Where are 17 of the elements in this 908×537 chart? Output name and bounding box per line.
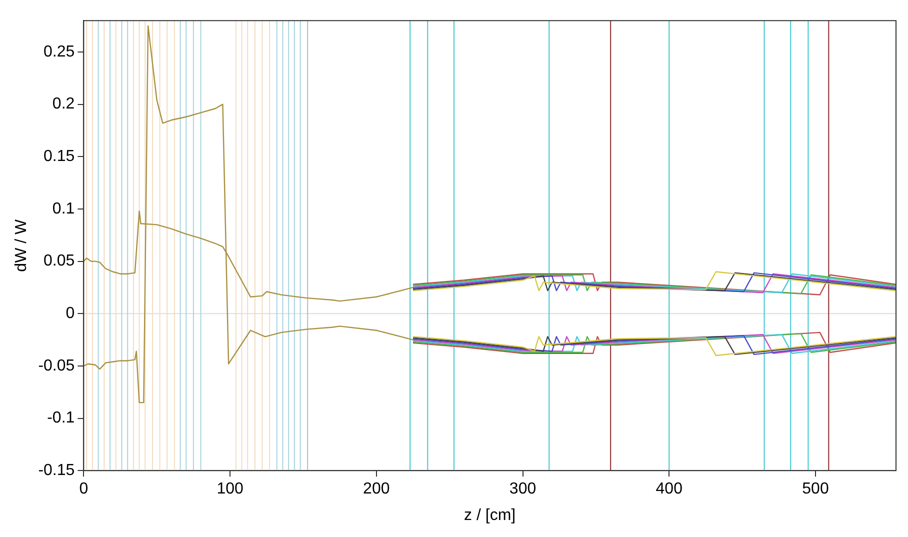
x-tick-label: 500 (802, 480, 829, 498)
y-tick-label: 0.05 (44, 252, 75, 270)
y-tick-label: -0.15 (38, 462, 75, 480)
x-tick-label: 300 (509, 480, 536, 498)
y-tick-label: -0.1 (47, 410, 75, 427)
y-tick-label: 0.1 (52, 200, 75, 218)
x-tick-label: 100 (216, 480, 244, 498)
y-tick-label: 0.25 (44, 43, 75, 60)
x-tick-label: 0 (79, 480, 88, 498)
y-tick-label: 0.2 (52, 96, 75, 113)
x-tick-label: 400 (656, 480, 683, 498)
y-axis-title: dW / W (13, 218, 30, 272)
x-axis-title: z / [cm] (464, 506, 516, 524)
y-tick-label: 0.15 (44, 148, 75, 166)
y-tick-label: -0.05 (38, 357, 75, 374)
x-tick-label: 200 (363, 480, 390, 498)
y-tick-label: 0 (66, 305, 75, 322)
